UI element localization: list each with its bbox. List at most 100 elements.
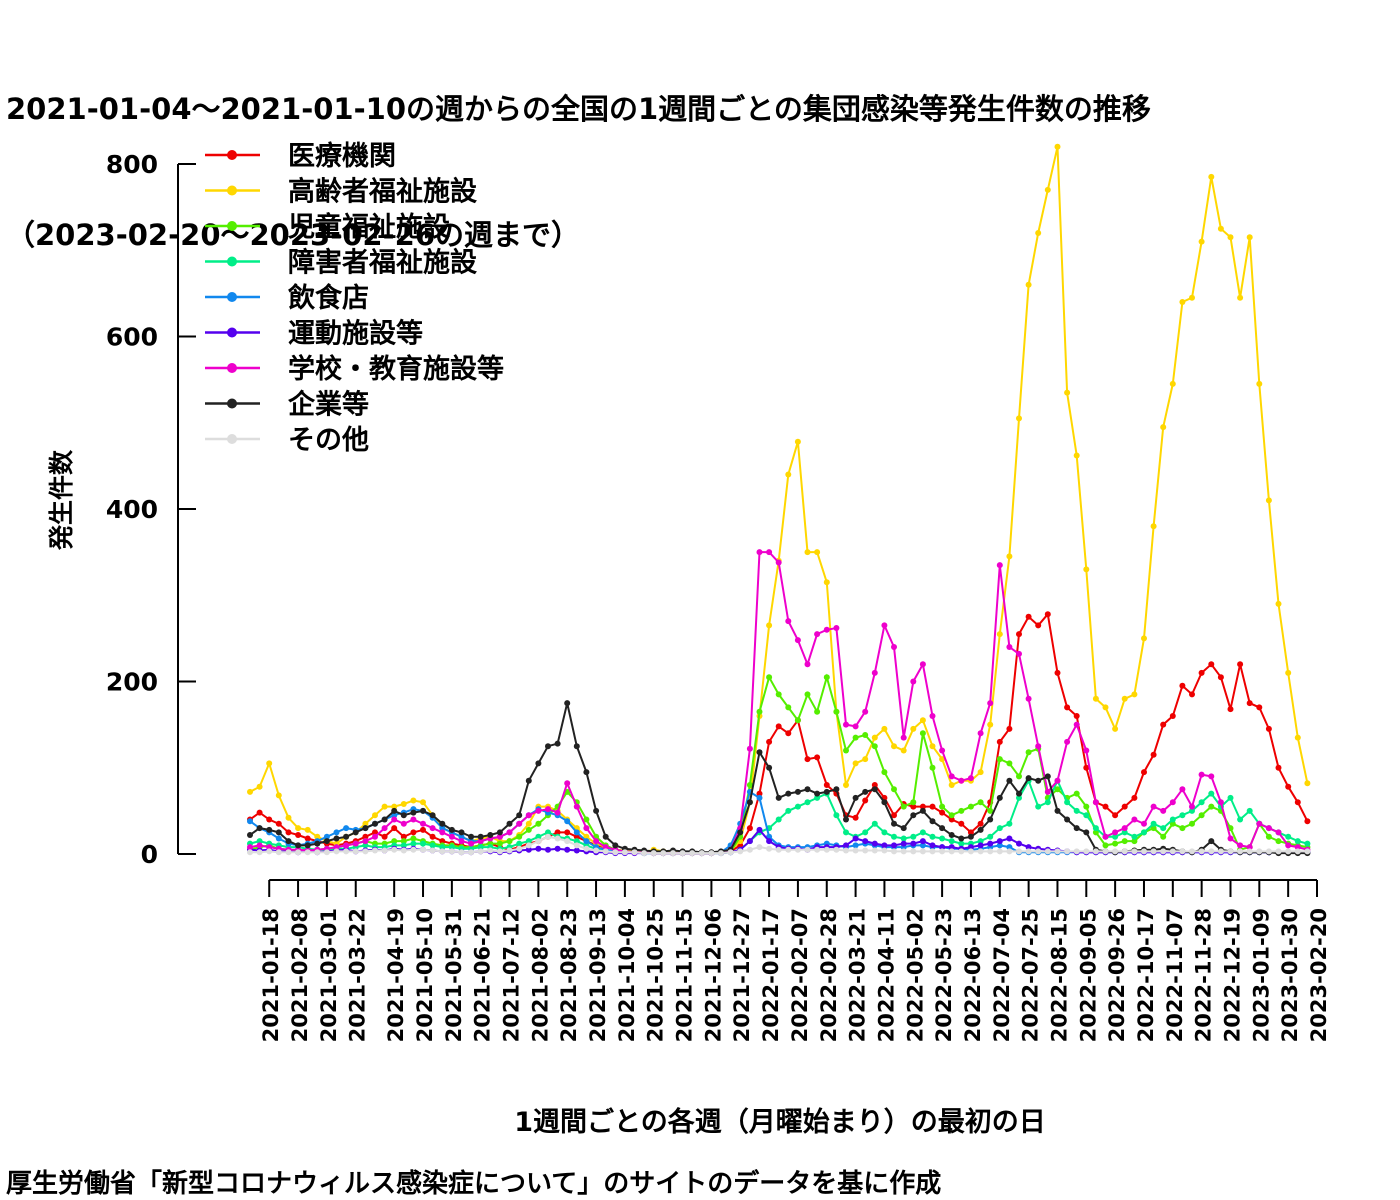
data-point	[1304, 848, 1311, 855]
data-point	[1217, 674, 1224, 681]
data-point	[919, 803, 926, 810]
data-point	[939, 825, 946, 832]
x-tick-label: 2021-11-15	[673, 908, 697, 1042]
data-point	[766, 622, 773, 629]
legend-swatch-marker	[227, 150, 237, 160]
data-point	[910, 840, 917, 847]
data-point	[910, 678, 917, 685]
data-point	[410, 835, 417, 842]
data-point	[967, 844, 974, 851]
data-point	[814, 846, 821, 853]
data-point	[1073, 848, 1080, 855]
data-point	[362, 848, 369, 855]
data-point	[641, 850, 648, 857]
data-point	[362, 820, 369, 827]
x-tick-label: 2022-12-19	[1220, 908, 1244, 1042]
data-point	[833, 625, 840, 631]
data-point	[583, 833, 590, 840]
data-point	[285, 829, 292, 836]
data-point	[910, 812, 917, 819]
data-point	[372, 847, 378, 854]
data-point	[1227, 794, 1234, 801]
data-point	[1025, 844, 1032, 851]
data-point	[391, 803, 398, 810]
data-point	[919, 848, 926, 855]
data-point	[602, 844, 609, 851]
legend-item: 運動施設等	[205, 318, 423, 350]
data-point	[439, 838, 446, 845]
data-point	[323, 849, 330, 856]
data-point	[554, 829, 561, 836]
chart-title: 2021-01-04～2021-01-10の週からの全国の1週間ごとの集団感染等…	[6, 4, 1151, 298]
data-point	[891, 833, 897, 840]
data-point	[852, 847, 859, 854]
data-point	[506, 838, 513, 845]
data-point	[862, 708, 869, 715]
data-point	[1073, 807, 1080, 814]
data-point	[1208, 773, 1215, 780]
data-point	[1179, 682, 1186, 689]
x-tick-label: 2021-08-23	[557, 908, 581, 1042]
x-tick-label: 2021-10-04	[615, 908, 639, 1042]
data-point	[852, 723, 859, 730]
data-point	[1035, 803, 1042, 810]
data-point	[1092, 799, 1099, 806]
data-point	[256, 849, 263, 856]
data-point	[1112, 812, 1119, 819]
data-point	[910, 848, 917, 855]
data-point	[439, 820, 446, 827]
data-point	[929, 833, 936, 840]
data-point	[1256, 704, 1263, 711]
data-point	[891, 842, 897, 849]
legend-swatch-marker	[227, 398, 237, 409]
data-point	[391, 846, 398, 853]
data-point	[1054, 807, 1061, 814]
data-point	[323, 838, 330, 845]
data-point	[891, 743, 897, 750]
data-point	[785, 790, 792, 797]
data-point	[929, 848, 936, 855]
data-point	[939, 809, 946, 816]
data-point	[410, 846, 417, 853]
data-point	[391, 816, 398, 823]
data-point	[256, 809, 263, 816]
data-point	[1035, 743, 1042, 750]
data-point	[1265, 833, 1272, 840]
data-point	[977, 799, 984, 806]
data-point	[881, 622, 888, 629]
data-point	[266, 816, 273, 823]
data-point	[862, 756, 869, 763]
data-point	[362, 838, 369, 845]
data-point	[496, 829, 503, 836]
data-point	[593, 847, 600, 854]
data-point	[583, 838, 590, 845]
data-point	[1044, 788, 1051, 795]
data-point	[1198, 812, 1205, 819]
data-point	[535, 845, 542, 852]
data-point	[987, 700, 994, 707]
data-point	[814, 790, 821, 797]
data-point	[1160, 424, 1167, 431]
y-tick-label: 0	[141, 840, 158, 869]
data-point	[1102, 848, 1109, 855]
data-point	[545, 806, 551, 813]
data-point	[919, 807, 926, 814]
data-point	[256, 825, 263, 832]
series-9	[247, 833, 1311, 857]
data-point	[573, 833, 580, 840]
data-point	[400, 812, 407, 819]
data-point	[1285, 842, 1292, 849]
data-point	[496, 840, 503, 847]
data-point	[785, 618, 792, 625]
x-tick-label: 2022-04-11	[874, 908, 898, 1042]
data-point	[843, 847, 849, 854]
data-point	[1246, 234, 1253, 241]
data-point	[843, 816, 849, 823]
data-point	[1189, 848, 1195, 855]
data-point	[516, 812, 523, 819]
data-point	[612, 849, 619, 856]
data-point	[1025, 613, 1032, 620]
data-point	[1150, 751, 1157, 758]
data-point	[573, 829, 580, 836]
data-point	[583, 816, 590, 823]
